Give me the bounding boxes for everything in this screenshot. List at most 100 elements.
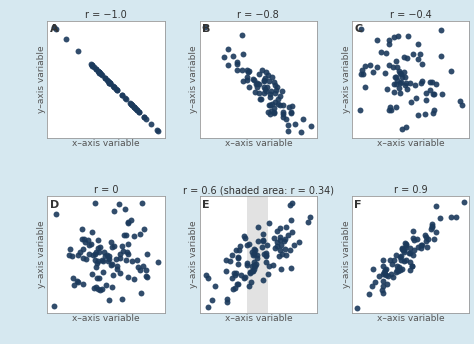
Point [400,247,407,253]
Y-axis label: y–axis variable: y–axis variable [342,45,351,113]
Point [105,79,112,84]
Point [253,84,261,90]
Point [239,78,246,84]
Point [383,281,391,287]
Point [392,58,400,64]
Point [396,80,404,86]
Point [112,256,120,262]
Point [280,110,287,115]
Point [438,53,445,59]
Point [256,96,264,101]
Point [95,249,103,255]
Point [306,214,314,219]
Point [118,92,126,98]
Point [276,225,284,230]
Point [407,245,414,250]
Point [98,72,106,78]
Bar [246,181,268,328]
Point [260,251,267,256]
Text: F: F [355,200,362,209]
Point [137,290,144,295]
Point [96,288,104,293]
Point [227,258,234,264]
Point [246,271,254,276]
Point [124,249,131,255]
Point [265,102,273,108]
Point [204,304,212,309]
Point [383,86,390,91]
Point [398,266,405,271]
Point [382,268,389,273]
Point [359,71,367,77]
Point [281,247,289,252]
Point [409,263,416,269]
Point [393,78,401,83]
Title: r = 0: r = 0 [94,185,118,195]
Point [109,83,117,88]
Point [118,243,126,249]
Point [285,105,292,110]
Point [401,69,408,74]
Point [397,79,405,85]
Point [106,297,113,303]
Point [95,258,102,264]
Point [253,80,261,86]
Point [260,78,267,83]
Point [284,122,292,127]
Point [223,296,231,302]
Point [398,246,406,252]
Point [393,263,401,268]
Point [436,215,444,221]
Point [384,273,392,279]
Point [268,101,276,106]
Point [101,254,109,259]
Point [382,266,390,272]
Point [138,200,146,206]
Point [128,258,136,263]
Point [50,303,57,309]
Text: C: C [355,24,363,34]
Point [110,208,118,214]
Point [374,64,381,69]
Point [409,51,416,57]
Point [357,71,365,77]
Point [262,69,270,75]
Point [400,54,408,60]
Point [122,96,130,102]
Point [235,248,243,253]
Point [220,54,228,60]
Point [278,251,286,257]
Point [91,201,99,206]
Point [258,68,265,73]
Point [377,50,384,55]
Point [410,247,418,252]
Point [279,114,287,119]
Point [130,233,137,238]
Point [245,68,253,74]
Point [104,258,111,264]
Point [238,68,246,73]
Point [410,238,418,243]
Point [393,268,401,273]
Point [386,257,394,263]
Point [308,123,315,129]
Point [203,272,210,278]
Point [243,261,251,266]
Point [155,260,162,265]
Point [411,82,419,87]
Point [407,260,414,265]
Point [92,249,100,255]
Point [143,267,150,272]
Point [265,220,273,226]
Point [71,282,78,287]
Point [248,268,256,274]
Point [252,261,259,267]
Point [295,239,303,245]
Point [127,217,135,223]
Point [270,235,277,241]
X-axis label: x–axis variable: x–axis variable [72,314,140,323]
Point [268,74,275,80]
Point [279,88,286,93]
Point [120,232,128,238]
Point [245,283,253,288]
